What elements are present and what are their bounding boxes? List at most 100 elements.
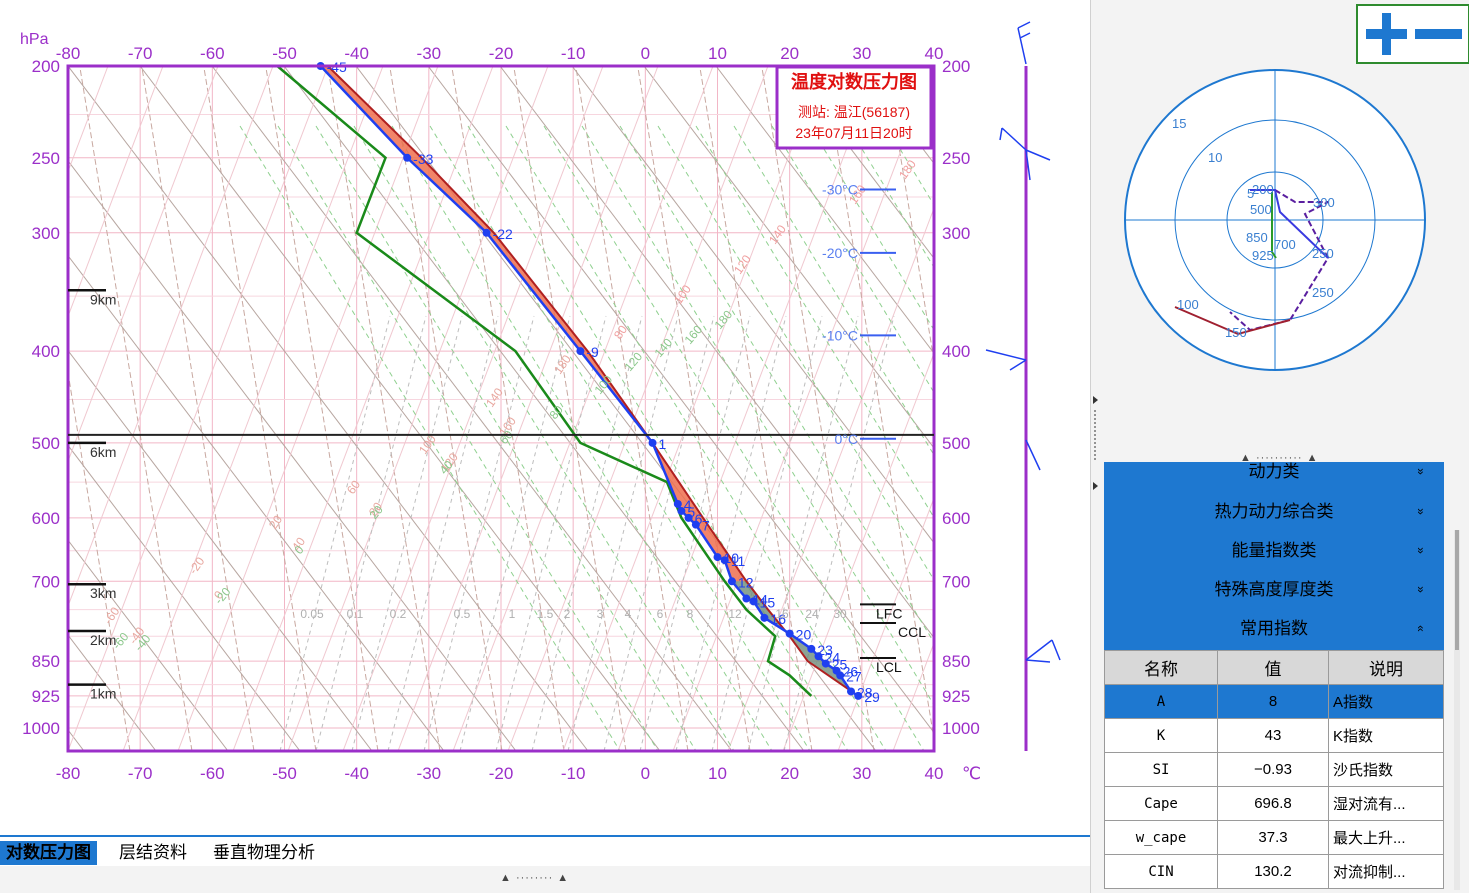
wind-barb-icon bbox=[999, 127, 1027, 151]
dry-adiabat-pink-line bbox=[122, 66, 384, 751]
tab-sounding-data[interactable]: 层结资料 bbox=[119, 843, 187, 862]
moist-adiabat-line bbox=[571, 66, 934, 544]
dry-adiabat-line bbox=[637, 66, 751, 751]
x-axis-unit: ℃ bbox=[962, 764, 981, 783]
temperature-point bbox=[684, 513, 693, 522]
temperature-point bbox=[713, 553, 722, 562]
table-scrollbar-thumb[interactable] bbox=[1455, 530, 1459, 650]
wind-barb-icon bbox=[1025, 149, 1051, 181]
chevron-down-icon: » bbox=[1414, 547, 1429, 554]
dry-adiabat-pink-line bbox=[68, 66, 164, 318]
temperature-point bbox=[749, 597, 758, 606]
panel-splitter-grip-icon[interactable]: ▲ ·········· ▲ bbox=[1240, 452, 1319, 464]
mixing-ratio-label: 0.5 bbox=[454, 607, 471, 621]
y-tick-label-left: 700 bbox=[32, 572, 60, 591]
mixing-ratio-label: 0.1 bbox=[347, 607, 364, 621]
x-tick-label-top: 0 bbox=[641, 44, 650, 63]
temperature-point-label: 28 bbox=[857, 684, 873, 700]
cell-desc: 对流抑制... bbox=[1328, 854, 1444, 889]
accordion-thermo-dynamic[interactable]: 热力动力综合类 » bbox=[1104, 492, 1444, 531]
accordion-dynamic[interactable]: 动力类 » bbox=[1104, 452, 1444, 491]
temperature-point bbox=[785, 629, 794, 638]
cell-value: 130.2 bbox=[1217, 854, 1329, 889]
hodograph-trace-solid bbox=[1174, 306, 1291, 336]
mixing-ratio-line bbox=[351, 315, 463, 751]
time-label: 23年07月11日20时 bbox=[795, 125, 912, 141]
moist-adiabat-green-line bbox=[467, 125, 849, 751]
hodograph-ring-label: 10 bbox=[1208, 150, 1222, 165]
isotherm-mark-label: -10°C bbox=[822, 327, 858, 343]
mixing-ratio-line bbox=[675, 315, 787, 751]
dry-adiabat-pink-line bbox=[1003, 66, 1090, 751]
x-tick-label-bottom: -40 bbox=[344, 764, 369, 783]
temperature-point bbox=[482, 228, 491, 237]
dry-adiabat-line bbox=[761, 66, 875, 751]
temperature-point bbox=[648, 438, 657, 447]
cell-value: 37.3 bbox=[1217, 820, 1329, 855]
grid-lines bbox=[68, 66, 1090, 751]
accordion-special-height[interactable]: 特殊高度厚度类 » bbox=[1104, 570, 1444, 609]
zoom-in-button[interactable] bbox=[1366, 13, 1407, 55]
x-tick-label-bottom: 20 bbox=[780, 764, 799, 783]
mixing-ratio-label: 0.05 bbox=[300, 607, 324, 621]
cell-value: 43 bbox=[1217, 718, 1329, 753]
hodograph-grid: 5 10 15 bbox=[1124, 69, 1426, 371]
accordion-energy-index[interactable]: 能量指数类 » bbox=[1104, 531, 1444, 570]
table-row[interactable]: SI −0.93 沙氏指数 bbox=[1104, 752, 1444, 787]
table-row[interactable]: CIN 130.2 对流抑制... bbox=[1104, 854, 1444, 889]
plot-frame bbox=[66, 64, 936, 753]
cell-name: A bbox=[1104, 684, 1218, 719]
column-header-value[interactable]: 值 bbox=[1217, 650, 1329, 685]
tab-logp[interactable]: 对数压力图 bbox=[0, 841, 97, 865]
height-mark-label: 3km bbox=[90, 585, 116, 601]
chart-title: 温度对数压力图 bbox=[791, 71, 917, 92]
dry-adiabat-line bbox=[203, 66, 317, 751]
chevron-down-icon: » bbox=[1414, 508, 1429, 515]
table-row[interactable]: K 43 K指数 bbox=[1104, 718, 1444, 753]
y-tick-label-right: 500 bbox=[942, 434, 970, 453]
mixing-ratio-line bbox=[531, 315, 643, 751]
hodograph-point-label: 250 bbox=[1312, 246, 1334, 261]
dry-adiabat-pink-line bbox=[782, 351, 934, 751]
moist-adiabat-green-line bbox=[315, 125, 697, 751]
x-tick-label-top: -40 bbox=[344, 44, 369, 63]
temperature-point bbox=[760, 613, 769, 622]
mixing-ratio-line bbox=[459, 315, 571, 751]
y-tick-label-right: 925 bbox=[942, 687, 970, 706]
temperature-point bbox=[847, 687, 856, 696]
hodograph-point-label: 300 bbox=[1313, 195, 1335, 210]
hodograph-point-label: 925 bbox=[1252, 248, 1274, 263]
hodograph-point-label: 250 bbox=[1312, 285, 1334, 300]
table-row[interactable]: Cape 696.8 湿对流有... bbox=[1104, 786, 1444, 821]
table-row[interactable]: A 8 A指数 bbox=[1104, 684, 1444, 719]
column-header-name[interactable]: 名称 bbox=[1104, 650, 1218, 685]
x-tick-label-bottom: 10 bbox=[708, 764, 727, 783]
temperature-point bbox=[814, 652, 823, 661]
zoom-out-button[interactable] bbox=[1415, 29, 1462, 39]
wind-barbs bbox=[985, 21, 1061, 663]
hodograph-ring-label: 15 bbox=[1172, 116, 1186, 131]
temperature-point bbox=[677, 506, 686, 515]
hodograph-point-label: 500 bbox=[1250, 202, 1272, 217]
mixing-ratio-line bbox=[423, 315, 535, 751]
hodograph-trace-upper bbox=[1250, 189, 1329, 259]
hodograph-point-label: 200 bbox=[1252, 182, 1274, 197]
table-scrollbar[interactable] bbox=[1454, 530, 1460, 890]
column-header-desc[interactable]: 说明 bbox=[1328, 650, 1444, 685]
vertical-splitter[interactable] bbox=[1091, 390, 1099, 490]
y-tick-label-left: 200 bbox=[32, 57, 60, 76]
mixing-ratio-label: 0.2 bbox=[390, 607, 407, 621]
dry-adiabat-pink-line bbox=[837, 496, 934, 751]
temperature-point bbox=[807, 644, 816, 653]
cell-name: w_cape bbox=[1104, 820, 1218, 855]
bottom-splitter[interactable]: ▲ ········ ▲ bbox=[0, 866, 1090, 893]
moist-adiabat-green-line bbox=[543, 125, 925, 751]
table-row[interactable]: w_cape 37.3 最大上升... bbox=[1104, 820, 1444, 855]
x-tick-label-bottom: -60 bbox=[200, 764, 225, 783]
x-tick-label-top: -50 bbox=[272, 44, 297, 63]
temperature-point-label: 5 bbox=[687, 504, 695, 520]
tab-vertical-analysis[interactable]: 垂直物理分析 bbox=[213, 843, 315, 862]
accordion-common-index[interactable]: 常用指数 « bbox=[1104, 609, 1444, 648]
skewt-chart[interactable]: 292827262524232016151412111076541-9-22-3… bbox=[0, 0, 1090, 835]
